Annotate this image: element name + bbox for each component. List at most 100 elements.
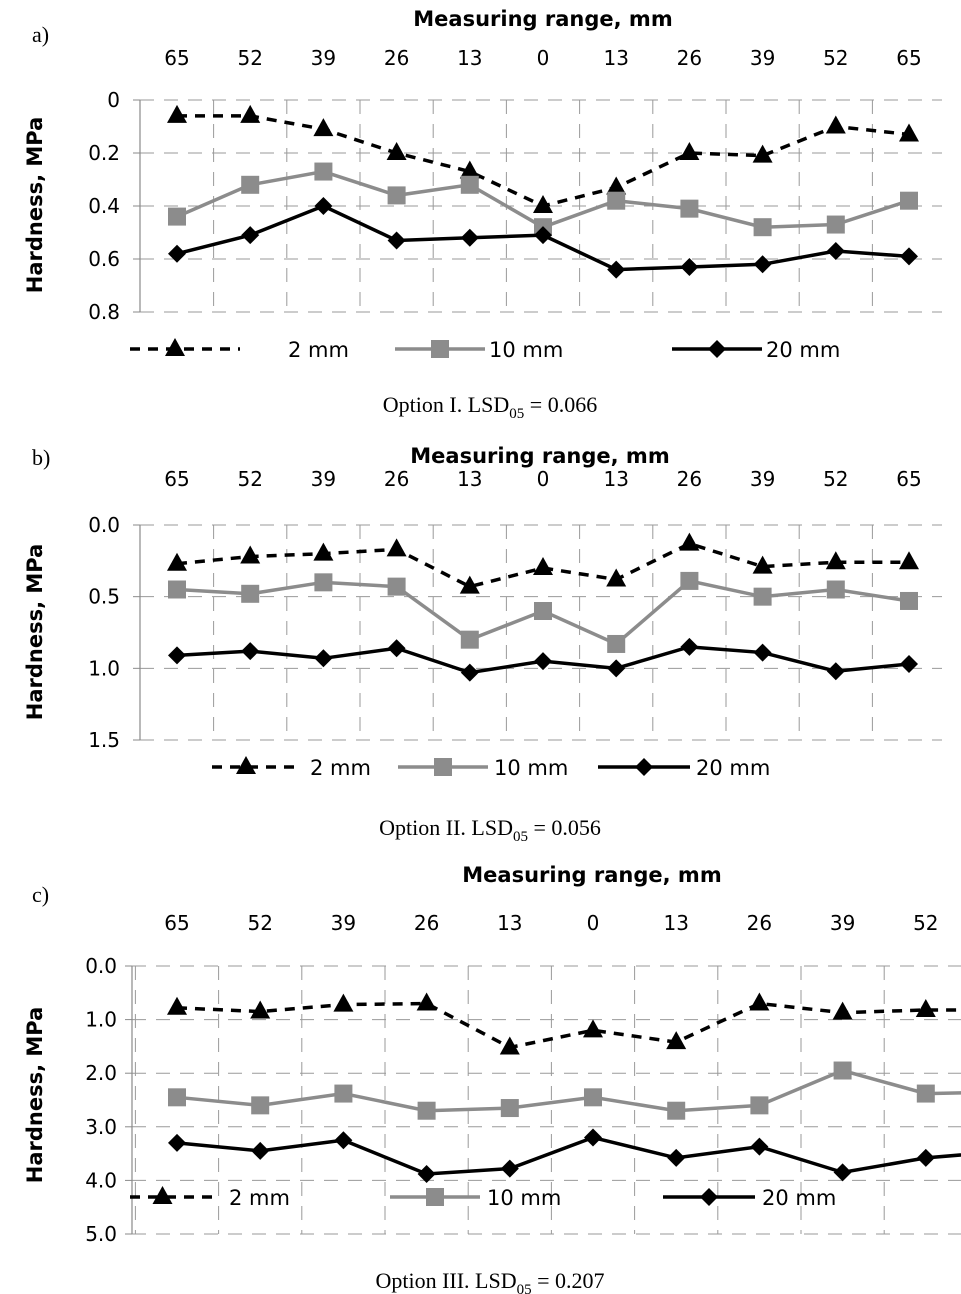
triangle-marker [386,142,407,160]
y-tick-label: 1.5 [88,728,120,752]
panel-letter: c) [32,882,49,907]
x-tick-label: 39 [311,467,336,491]
x-tick-label: 39 [750,46,775,70]
y-tick-labels: 0.0 0.5 1.0 1.5 [88,513,120,752]
x-tick-label: 26 [747,911,772,935]
x-tick-label: 52 [237,46,262,70]
square-marker [460,175,479,194]
diamond-marker [460,663,479,682]
x-tick-labels: 65 52 39 26 13 0 13 26 39 52 [164,911,938,935]
square-marker [314,162,333,181]
panel-letter: a) [32,22,49,47]
square-marker [534,602,552,620]
caption: Option I. LSD05 = 0.066 [383,392,597,422]
square-marker [607,634,626,653]
triangle-marker [416,992,437,1011]
x-tick-label: 0 [537,46,550,70]
triangle-marker [533,195,553,213]
series-layer [167,992,961,1183]
square-marker [900,191,918,210]
diamond-marker [607,659,626,678]
square-marker [900,591,918,610]
diamond-marker [667,1148,686,1167]
square-marker [251,1096,270,1115]
diamond-marker [900,655,918,674]
square-marker [667,1101,686,1120]
legend-label: 10 mm [487,1186,561,1210]
triangle-marker [236,756,256,774]
x-tick-label: 52 [823,467,848,491]
x-tick-label: 0 [537,467,550,491]
triangle-marker [752,555,773,574]
series-layer [167,104,919,279]
diamond-marker [241,226,260,245]
caption-tail: = 0.066 [524,392,597,417]
diamond-marker [826,662,845,681]
x-axis-title: Measuring range, mm [410,444,669,468]
panel-b: b) Measuring range, mm Hardness, MPa 65 5… [23,444,942,845]
square-marker [584,1088,602,1107]
diamond-marker [680,637,699,656]
x-tick-label: 52 [913,911,938,935]
triangle-marker [832,1001,853,1020]
panel-a: a) Measuring range, mm Hardness, MPa 65 5… [23,7,942,422]
square-marker [417,1101,436,1120]
square-marker [431,340,449,358]
x-tick-label: 39 [331,911,356,935]
triangle-marker [167,104,187,123]
legend-label: 2 mm [229,1186,290,1210]
square-marker [314,573,333,592]
y-tick-label: 4.0 [85,1168,117,1192]
caption-main: Option II. LSD [379,815,513,840]
x-tick-label: 39 [750,467,775,491]
y-tick-labels: 0.0 1.0 2.0 3.0 4.0 5.0 [85,954,117,1246]
triangle-marker [313,118,334,137]
y-tick-label: 0.5 [88,585,120,609]
triangle-marker [915,998,936,1017]
x-tick-label: 52 [237,467,262,491]
square-marker [916,1084,935,1103]
diamond-marker [168,1133,186,1152]
diamond-marker [680,257,699,276]
square-marker [460,630,479,649]
square-marker [753,218,772,237]
diamond-marker [750,1137,769,1156]
grid-layer [133,524,942,741]
diamond-marker [826,242,845,261]
panel-letter: b) [32,445,50,470]
square-marker [241,584,260,603]
grid-layer [125,965,961,1235]
caption: Option III. LSD05 = 0.207 [375,1268,604,1294]
y-axis-title: Hardness, MPa [23,1007,47,1184]
diamond-marker [900,247,918,266]
diamond-marker [500,1159,519,1178]
caption-main: Option III. LSD [375,1268,516,1293]
y-tick-label: 1.0 [85,1008,117,1032]
square-marker [680,199,699,218]
series-clip-group [167,532,919,682]
square-marker [826,215,845,234]
square-marker [833,1061,852,1080]
x-tick-label: 13 [457,467,482,491]
triangle-marker [459,575,480,594]
x-axis-title: Measuring range, mm [413,7,672,31]
x-tick-label: 13 [603,46,628,70]
triangle-marker [167,552,187,571]
triangle-marker [240,104,261,123]
x-tick-label: 13 [663,911,688,935]
y-tick-label: 2.0 [85,1061,117,1085]
square-marker [168,580,186,599]
series-layer [167,532,919,682]
x-tick-label: 13 [603,467,628,491]
square-marker [753,587,772,606]
triangle-marker [749,992,770,1011]
y-tick-label: 3.0 [85,1115,117,1139]
diamond-marker [833,1163,852,1182]
x-tick-label: 39 [830,911,855,935]
diamond-marker [168,646,186,665]
legend: 2 mm 10 mm 20 mm [130,338,840,362]
triangle-marker [240,545,261,564]
triangle-marker [165,338,185,356]
diamond-marker [387,231,406,250]
